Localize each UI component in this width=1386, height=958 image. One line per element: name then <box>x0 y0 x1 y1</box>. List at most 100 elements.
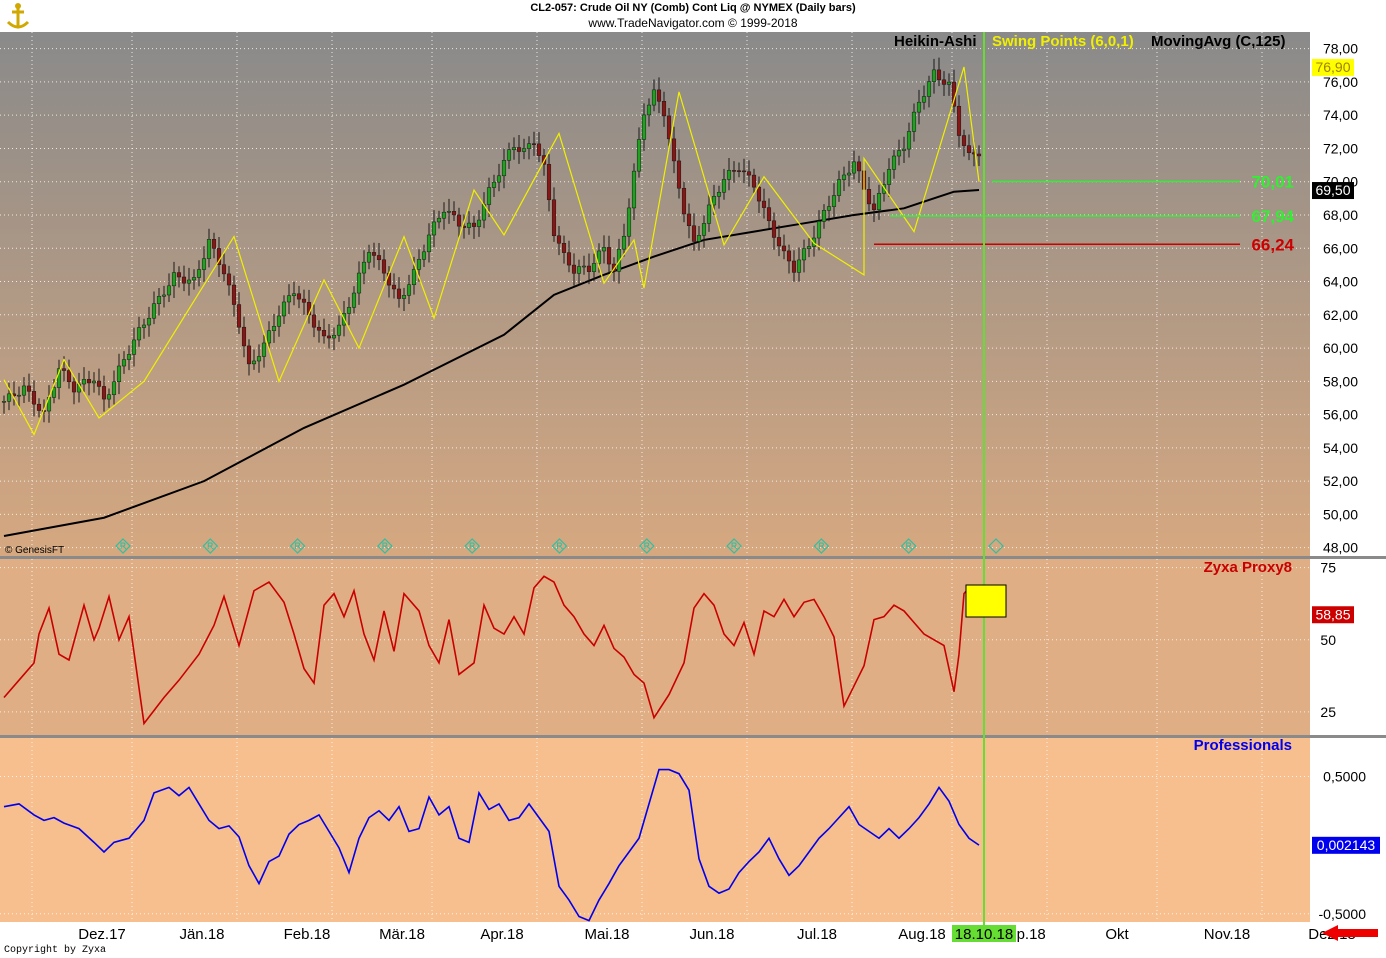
candle-body <box>726 170 732 180</box>
candle-body <box>671 138 677 162</box>
candle <box>176 266 182 288</box>
candle <box>426 223 432 263</box>
candle <box>311 304 317 338</box>
candle <box>856 155 862 183</box>
candle-body <box>661 101 667 117</box>
candle-body <box>936 69 942 81</box>
x-tick-label: Apr.18 <box>480 926 523 943</box>
candle-body <box>131 339 137 355</box>
candle-body <box>721 179 727 193</box>
y-tick-label: -0,5000 <box>1319 906 1367 922</box>
candle-body <box>831 195 837 207</box>
panel-divider[interactable] <box>0 556 1386 559</box>
candle <box>236 292 242 334</box>
r-marker-shape <box>638 538 655 554</box>
candle-body <box>551 199 557 237</box>
candle-body <box>236 304 242 328</box>
candle-body <box>26 385 32 392</box>
candle <box>436 210 442 229</box>
candle-body <box>611 263 617 272</box>
candle <box>811 225 817 257</box>
candle <box>111 370 117 405</box>
candle <box>511 137 517 160</box>
candle <box>171 261 177 299</box>
candle <box>36 398 42 418</box>
candle-body <box>841 174 847 180</box>
r-marker-letter <box>818 542 825 550</box>
candle-body <box>606 247 612 265</box>
candle <box>886 158 892 198</box>
candle <box>226 265 232 296</box>
candle <box>896 139 902 166</box>
candle-body <box>446 211 452 213</box>
candle-body <box>321 330 327 337</box>
candle-body <box>536 143 542 156</box>
candle-body <box>561 243 567 253</box>
panel-divider[interactable] <box>0 735 1386 738</box>
candle-body <box>451 211 457 216</box>
candle <box>591 253 597 282</box>
last-high-label-bg <box>1312 58 1354 76</box>
red-arrow-icon[interactable] <box>1322 925 1378 941</box>
candle-body <box>256 356 262 362</box>
candle <box>726 157 732 191</box>
moving-average-line <box>3 189 980 538</box>
x-tick-label: Feb.18 <box>284 926 331 943</box>
candle-body <box>431 221 437 236</box>
candle <box>671 126 677 174</box>
candle-body <box>171 272 177 287</box>
candle-body <box>296 293 302 300</box>
r-marker-letter <box>120 542 127 550</box>
candle <box>766 198 772 229</box>
candle <box>536 132 542 163</box>
candle <box>656 77 662 114</box>
y-tick-label: 60,00 <box>1323 340 1358 356</box>
candle-body <box>716 191 722 197</box>
candle <box>891 150 897 179</box>
candle-body <box>126 354 132 360</box>
candle-body <box>246 345 252 365</box>
candle-body <box>511 147 517 151</box>
y-tick-label: 75 <box>1320 560 1336 576</box>
candle-body <box>631 170 637 209</box>
anchor-logo-icon <box>6 3 30 29</box>
r-marker-icon <box>289 538 306 554</box>
candle <box>801 239 807 273</box>
candle <box>401 287 407 312</box>
candle <box>851 150 857 180</box>
candle <box>721 168 727 200</box>
r-marker-shape <box>988 538 1004 554</box>
last-price-label-bg <box>1312 182 1354 200</box>
candle <box>661 91 667 127</box>
r-marker-shape <box>202 538 219 554</box>
candle-body <box>486 187 492 205</box>
r-marker-icon <box>202 538 219 554</box>
proxy-value-label-bg <box>1312 606 1354 624</box>
candle-body <box>856 161 862 172</box>
candle <box>231 275 237 317</box>
candle-body <box>436 217 442 223</box>
r-marker-icon <box>551 538 568 554</box>
candle-body <box>266 330 272 344</box>
y-tick-label: 76,00 <box>1323 74 1358 90</box>
candle-body <box>526 143 532 149</box>
candle-body <box>471 222 477 227</box>
candle-body <box>651 89 657 106</box>
candle-body <box>396 288 402 299</box>
r-marker-shape <box>813 538 830 554</box>
candle-body <box>786 250 792 262</box>
candle <box>296 285 302 309</box>
candle-body <box>281 301 287 317</box>
r-marker-letter <box>382 542 389 550</box>
y-tick-label: 62,00 <box>1323 307 1358 323</box>
candle-body <box>766 207 772 222</box>
candle <box>156 288 162 316</box>
candle <box>741 158 747 184</box>
candle-body <box>706 204 712 224</box>
candle <box>151 291 157 325</box>
candle-body <box>226 273 232 286</box>
candle <box>441 202 447 230</box>
r-marker-shape <box>377 538 393 554</box>
candle <box>716 185 722 209</box>
